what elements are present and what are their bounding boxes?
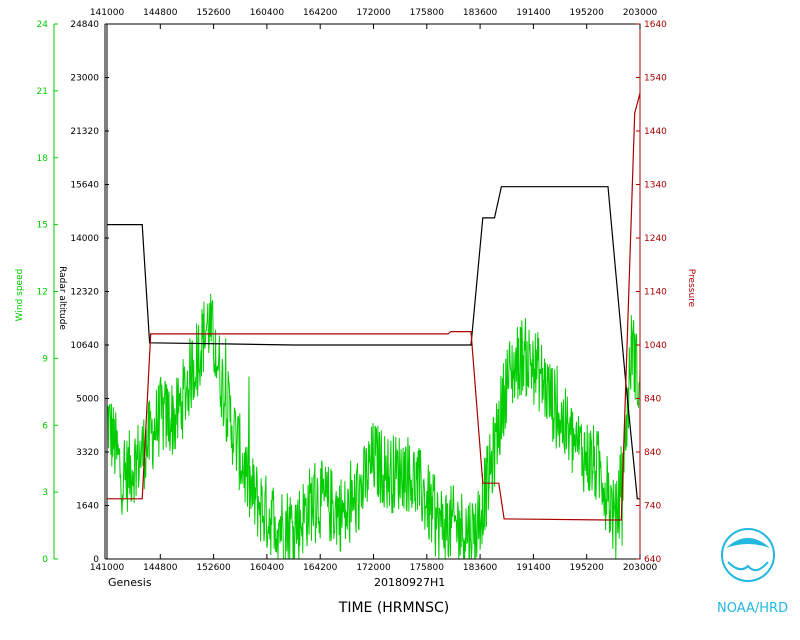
- wind-speed-tick-label: 15: [37, 221, 48, 231]
- x-tick-label: 172000: [356, 563, 391, 573]
- pressure-tick-label: 1040: [644, 341, 667, 351]
- noaa-emblem-icon: [721, 528, 775, 582]
- wind-speed-ticks: 0 3 6 9 12 15 18 21 24: [37, 20, 58, 565]
- x-tick-label: 203000: [623, 563, 658, 573]
- altitude-tick-label: 23000: [70, 74, 99, 84]
- pressure-tick-label: 840: [644, 395, 661, 405]
- pressure-tick-label: 1440: [644, 127, 667, 137]
- pressure-tick-label: 1140: [644, 288, 667, 298]
- wind-speed-tick-label: 21: [37, 87, 48, 97]
- wind-speed-tick-label: 6: [42, 421, 48, 431]
- pressure-tick-label: 740: [644, 502, 661, 512]
- pressure-tick-label: 1640: [644, 20, 667, 30]
- pressure-tick-label: 1540: [644, 74, 667, 84]
- noaa-emblem-text: NOAA: [737, 544, 760, 552]
- altitude-tick-label: 21320: [70, 127, 99, 137]
- wind-speed-tick-label: 24: [37, 20, 49, 30]
- pressure-axis-label: Pressure: [686, 269, 696, 308]
- x-tick-label: 191400: [516, 563, 551, 573]
- top-x-ticks: 141000 144800 152600 160400 164200 172000 1758…: [90, 8, 658, 29]
- x-top-tick-label: 141000: [90, 8, 125, 18]
- x-top-tick-label: 175800: [410, 8, 445, 18]
- noaa-bird-icon: [726, 538, 770, 548]
- x-top-tick-label: 152600: [196, 8, 231, 18]
- altitude-tick-label: 14000: [70, 234, 99, 244]
- x-top-tick-label: 195200: [570, 8, 605, 18]
- x-axis-title: TIME (HRMNSC): [338, 600, 449, 616]
- x-top-tick-label: 183600: [463, 8, 498, 18]
- pressure-tick-label: 640: [644, 555, 661, 565]
- x-top-tick-label: 160400: [250, 8, 285, 18]
- wind-speed-tick-label: 3: [42, 488, 48, 498]
- pressure-ticks: 640 740 840 840 1040 1140 1240 1340 1440 1540 1640: [636, 20, 667, 565]
- pressure-series-line: [107, 92, 641, 521]
- x-tick-label: 144800: [143, 563, 178, 573]
- x-tick-label: 152600: [196, 563, 231, 573]
- altitude-tick-label: 10640: [70, 341, 99, 351]
- altitude-tick-label: 12320: [70, 288, 99, 298]
- x-top-tick-label: 191400: [516, 8, 551, 18]
- pressure-tick-label: 840: [644, 448, 661, 458]
- pressure-tick-label: 1240: [644, 234, 667, 244]
- x-top-tick-label: 203000: [623, 8, 658, 18]
- pressure-tick-label: 1340: [644, 181, 667, 191]
- x-tick-label: 183600: [463, 563, 498, 573]
- wind-speed-tick-label: 9: [42, 354, 48, 364]
- altitude-tick-label: 15640: [70, 181, 99, 191]
- radar-altitude-series-line: [107, 186, 640, 500]
- altitude-axis-label: Radar altitude: [57, 266, 67, 330]
- noaa-wave-icon: [727, 561, 769, 572]
- genesis-label: Genesis: [108, 576, 152, 589]
- altitude-tick-label: 3320: [76, 448, 99, 458]
- series-layer: [106, 92, 641, 560]
- altitude-tick-label: 1640: [76, 502, 99, 512]
- x-tick-label: 160400: [250, 563, 285, 573]
- altitude-tick-label: 0: [93, 555, 99, 565]
- wind-speed-series-line: [106, 293, 641, 560]
- flight-id-label: 20180927H1: [374, 576, 445, 589]
- x-top-tick-label: 172000: [356, 8, 391, 18]
- x-top-tick-label: 144800: [143, 8, 178, 18]
- x-tick-label: 141000: [90, 563, 125, 573]
- wind-speed-tick-label: 12: [37, 288, 48, 298]
- x-top-tick-label: 164200: [303, 8, 338, 18]
- wind-speed-tick-label: 0: [42, 555, 48, 565]
- altitude-ticks: 0 1640 3320 5000 10640 12320 14000 15640 21320 23…: [70, 20, 109, 565]
- x-tick-label: 175800: [410, 563, 445, 573]
- altitude-tick-label: 5000: [76, 395, 99, 405]
- x-tick-label: 164200: [303, 563, 338, 573]
- altitude-tick-label: 24840: [70, 20, 99, 30]
- bottom-x-ticks: 141000 144800 152600 160400 164200 172000 1758…: [90, 554, 658, 573]
- noaa-logo: NOAA NOAA/HRD: [717, 528, 788, 616]
- noaa-hrd-text: NOAA/HRD: [717, 601, 788, 616]
- x-tick-label: 195200: [570, 563, 605, 573]
- wind-speed-tick-label: 18: [37, 154, 49, 164]
- wind-speed-axis-label: Wind speed: [15, 269, 25, 322]
